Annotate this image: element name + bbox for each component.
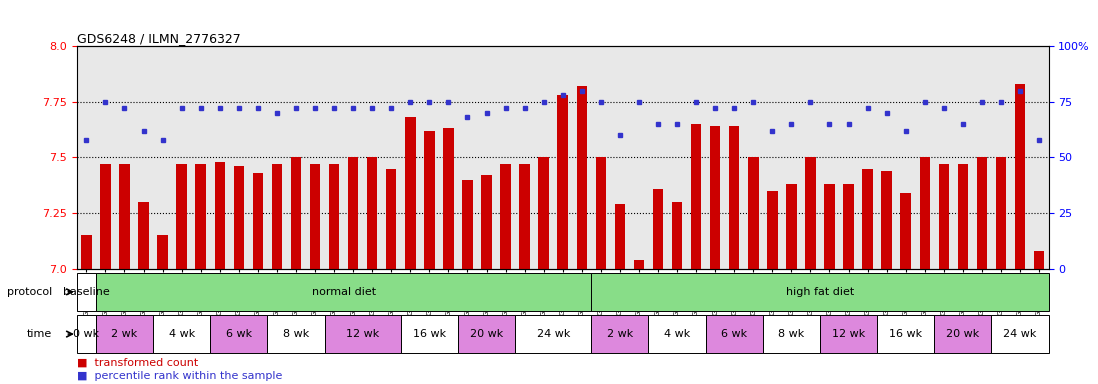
Bar — [120, 164, 130, 269]
Bar — [882, 171, 892, 269]
Bar — [592, 273, 1049, 311]
Bar — [763, 315, 820, 353]
Bar — [768, 191, 777, 269]
Text: 6 wk: 6 wk — [226, 329, 251, 339]
Bar — [401, 315, 458, 353]
Bar — [934, 315, 991, 353]
Bar — [1034, 251, 1044, 269]
Bar — [615, 204, 625, 269]
Text: 6 wk: 6 wk — [721, 329, 748, 339]
Bar — [748, 157, 759, 269]
Text: time: time — [26, 329, 52, 339]
Bar — [268, 315, 325, 353]
Bar — [919, 157, 930, 269]
Bar — [100, 164, 111, 269]
Text: 12 wk: 12 wk — [832, 329, 865, 339]
Bar — [592, 315, 649, 353]
Bar — [458, 315, 515, 353]
Bar — [825, 184, 834, 269]
Bar — [386, 169, 396, 269]
Bar — [77, 315, 96, 353]
Bar — [652, 189, 663, 269]
Text: GDS6248 / ILMN_2776327: GDS6248 / ILMN_2776327 — [77, 32, 240, 45]
Bar — [405, 118, 415, 269]
Bar — [576, 86, 587, 269]
Bar — [996, 157, 1006, 269]
Bar — [805, 157, 816, 269]
Text: 24 wk: 24 wk — [1004, 329, 1037, 339]
Bar — [786, 184, 797, 269]
Bar — [81, 235, 91, 269]
Text: 8 wk: 8 wk — [283, 329, 310, 339]
Bar — [481, 175, 492, 269]
Bar — [348, 157, 358, 269]
Text: 4 wk: 4 wk — [664, 329, 691, 339]
Text: protocol: protocol — [7, 287, 52, 297]
Bar — [900, 193, 911, 269]
Text: 0 wk: 0 wk — [74, 329, 100, 339]
Bar — [214, 162, 225, 269]
Text: 16 wk: 16 wk — [413, 329, 446, 339]
Text: 2 wk: 2 wk — [607, 329, 634, 339]
Text: 2 wk: 2 wk — [111, 329, 137, 339]
Bar — [957, 164, 968, 269]
Bar — [444, 129, 453, 269]
Bar — [862, 169, 873, 269]
Text: 4 wk: 4 wk — [168, 329, 194, 339]
Text: 8 wk: 8 wk — [778, 329, 805, 339]
Bar — [153, 315, 210, 353]
Bar — [991, 315, 1049, 353]
Bar — [649, 315, 706, 353]
Text: 20 wk: 20 wk — [946, 329, 979, 339]
Bar — [538, 157, 549, 269]
Bar — [195, 164, 206, 269]
Bar — [820, 315, 877, 353]
Bar — [691, 124, 702, 269]
Text: baseline: baseline — [63, 287, 110, 297]
Bar — [672, 202, 682, 269]
Text: high fat diet: high fat diet — [786, 287, 854, 297]
Bar — [843, 184, 854, 269]
Text: ■  percentile rank within the sample: ■ percentile rank within the sample — [77, 371, 282, 381]
Bar — [939, 164, 949, 269]
Bar — [519, 164, 530, 269]
Text: 24 wk: 24 wk — [537, 329, 570, 339]
Bar — [976, 157, 987, 269]
Bar — [1015, 84, 1026, 269]
Text: 16 wk: 16 wk — [889, 329, 922, 339]
Bar — [96, 315, 153, 353]
Bar — [328, 164, 339, 269]
Text: ■  transformed count: ■ transformed count — [77, 358, 198, 368]
Bar — [138, 202, 149, 269]
Bar — [424, 131, 435, 269]
Bar — [234, 166, 244, 269]
Bar — [710, 126, 720, 269]
Bar — [210, 315, 268, 353]
Bar — [729, 126, 739, 269]
Bar — [271, 164, 282, 269]
Bar — [177, 164, 187, 269]
Bar — [325, 315, 401, 353]
Bar — [367, 157, 378, 269]
Text: normal diet: normal diet — [312, 287, 376, 297]
Bar — [706, 315, 763, 353]
Text: 12 wk: 12 wk — [346, 329, 379, 339]
Bar — [595, 157, 606, 269]
Bar — [634, 260, 645, 269]
Bar — [558, 95, 568, 269]
Bar — [515, 315, 592, 353]
Bar — [310, 164, 321, 269]
Bar — [77, 273, 96, 311]
Text: 20 wk: 20 wk — [470, 329, 503, 339]
Bar — [501, 164, 511, 269]
Bar — [96, 273, 592, 311]
Bar — [157, 235, 168, 269]
Bar — [462, 180, 473, 269]
Bar — [291, 157, 301, 269]
Bar — [877, 315, 934, 353]
Bar — [253, 173, 264, 269]
